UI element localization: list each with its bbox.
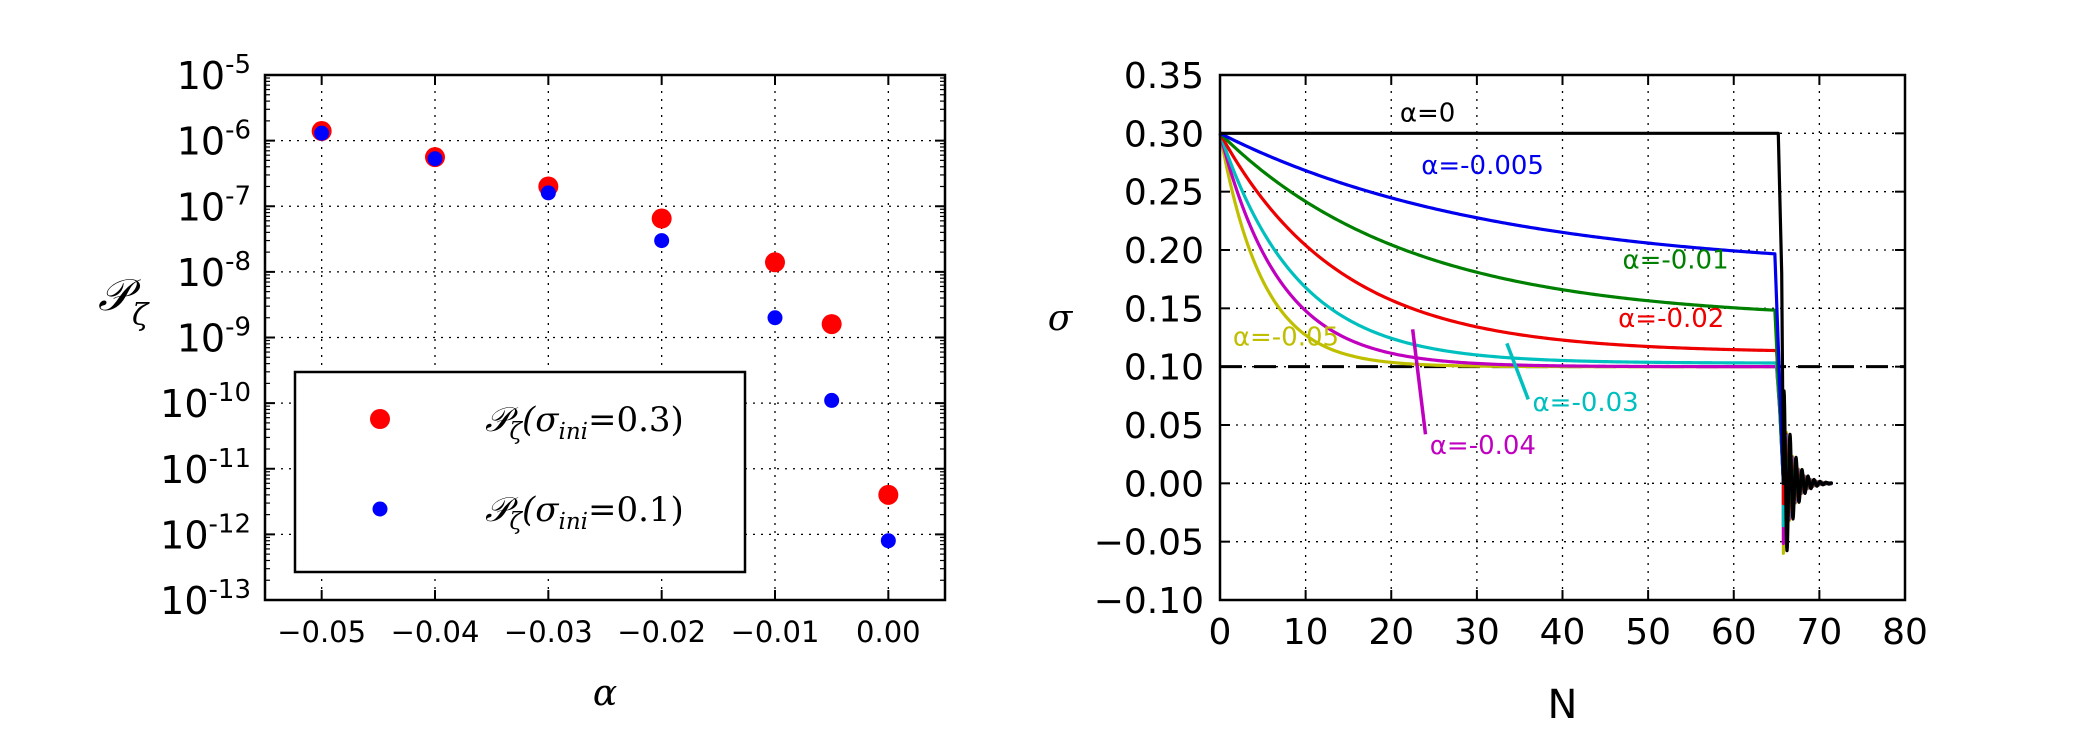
right-x-tick-label: 60 (1711, 612, 1757, 653)
chart-sigma-vs-N: α=0 α=-0.005 α=-0.01 α=-0.02 α=-0.03 α=-0.04 α… (1048, 56, 1928, 728)
right-series-label: α=-0.04 (1430, 431, 1536, 461)
left-data-point (765, 252, 785, 273)
left-x-tick-label: −0.04 (391, 615, 480, 649)
right-series-label: α=-0.005 (1421, 151, 1544, 181)
right-x-tick-label: 30 (1454, 612, 1500, 653)
left-legend-label: 𝒫ζ(σini=0.1) (485, 490, 684, 535)
left-y-tick-label: 10-6 (177, 116, 251, 164)
left-data-point (824, 392, 840, 408)
left-y-axis-label: 𝒫 ζ (98, 270, 150, 333)
right-series-label: α=-0.05 (1233, 323, 1339, 353)
left-data-point (427, 151, 443, 167)
right-x-axis-label: N (1548, 682, 1578, 728)
right-series-label: α=0 (1400, 99, 1455, 129)
right-series-label: α=-0.01 (1622, 246, 1728, 276)
left-legend-marker (370, 409, 390, 429)
right-y-tick-label: 0.25 (1124, 173, 1204, 214)
left-data-point (651, 208, 672, 229)
left-x-tick-label: −0.03 (504, 615, 593, 649)
right-y-tick-label: −0.05 (1094, 523, 1204, 564)
right-series-labels: α=0 α=-0.005 α=-0.01 α=-0.02 α=-0.03 α=-0.04 α… (1233, 99, 1729, 461)
right-axis-ticks: 0 10 20 30 40 50 60 70 80 −0.10 −0.05 0.00 0.05 0.10 0… (1094, 56, 1928, 653)
right-x-tick-label: 40 (1540, 612, 1586, 653)
left-data-points (311, 121, 899, 549)
left-data-point (880, 533, 896, 549)
left-y-tick-label: 10-9 (177, 313, 251, 361)
left-x-tick-label: −0.05 (277, 615, 366, 649)
left-x-tick-label: 0.00 (856, 615, 921, 649)
left-y-tick-label: 10-10 (160, 378, 251, 426)
right-y-tick-label: 0.05 (1124, 406, 1204, 447)
left-data-point (821, 314, 842, 335)
left-data-point (654, 233, 670, 249)
right-y-tick-label: 0.15 (1124, 289, 1204, 330)
right-x-tick-label: 20 (1368, 612, 1414, 653)
left-data-point (767, 310, 783, 326)
left-legend-label: 𝒫ζ(σini=0.3) (485, 400, 684, 445)
left-legend-box (293, 370, 747, 574)
right-y-tick-label: 0.20 (1124, 231, 1204, 272)
left-data-point (314, 125, 330, 141)
left-y-axis-label-subscript: ζ (132, 298, 150, 333)
right-x-tick-label: 50 (1625, 612, 1671, 653)
left-x-tick-label: −0.02 (617, 615, 706, 649)
right-x-tick-label: 0 (1209, 612, 1232, 653)
left-data-point (878, 484, 899, 505)
left-legend-marker (372, 501, 388, 517)
right-series-leader-line (1505, 342, 1530, 400)
left-y-tick-label: 10-11 (160, 444, 251, 492)
left-y-tick-label: 10-5 (177, 50, 251, 98)
left-x-tick-label: −0.01 (731, 615, 820, 649)
right-y-tick-label: 0.35 (1124, 56, 1204, 97)
right-y-tick-label: 0.30 (1124, 114, 1204, 155)
right-series-label: α=-0.02 (1618, 304, 1724, 334)
left-axis-ticks: −0.05 −0.04 −0.03 −0.02 −0.01 0.00 10-13 10-12 1… (160, 50, 945, 649)
right-x-tick-label: 70 (1796, 612, 1842, 653)
right-y-tick-label: 0.10 (1124, 348, 1204, 389)
right-series-leader-line (1410, 329, 1428, 435)
chart-power-spectrum-vs-alpha: 𝒫ζ(σini=0.3) 𝒫ζ(σini=0.1) −0.05 −0.04 −0.03… (98, 50, 947, 714)
left-y-tick-label: 10-7 (177, 181, 251, 229)
left-x-axis-label: α (593, 673, 617, 714)
left-y-tick-label: 10-13 (160, 575, 251, 623)
left-y-tick-label: 10-12 (160, 509, 251, 557)
right-x-tick-label: 10 (1283, 612, 1329, 653)
left-y-tick-label: 10-8 (177, 247, 251, 295)
left-data-point (540, 185, 556, 201)
right-series-lines (1218, 131, 1905, 555)
right-x-tick-label: 80 (1882, 612, 1928, 653)
right-series-line (1220, 131, 1833, 553)
right-series-label: α=-0.03 (1533, 388, 1639, 418)
left-legend: 𝒫ζ(σini=0.3) 𝒫ζ(σini=0.1) (293, 370, 747, 574)
right-y-tick-label: 0.00 (1124, 464, 1204, 505)
right-y-axis-label: σ (1048, 298, 1074, 339)
right-y-tick-label: −0.10 (1094, 581, 1204, 622)
